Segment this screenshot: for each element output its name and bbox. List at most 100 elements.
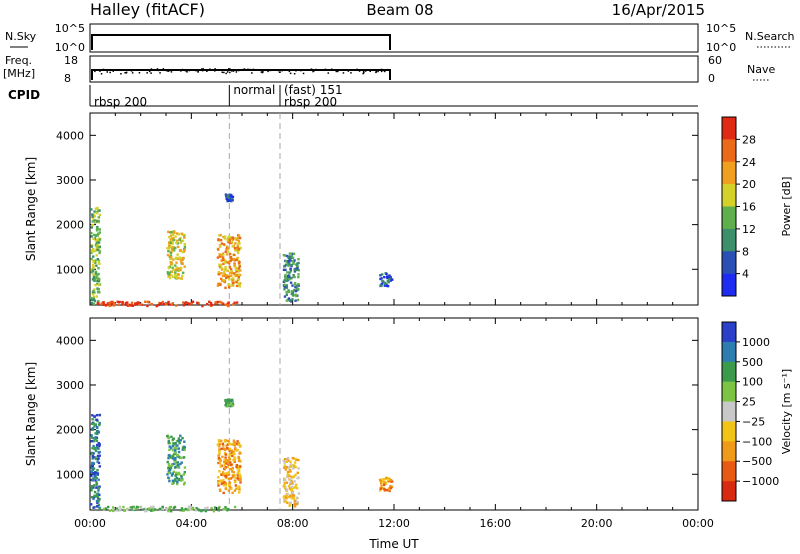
data-cell (168, 235, 171, 239)
data-cell (231, 470, 234, 473)
data-cell (176, 464, 180, 467)
data-cell (165, 507, 168, 510)
data-cell (92, 302, 96, 305)
data-cell (381, 279, 384, 283)
y-tick-label: 1000 (56, 263, 84, 276)
data-cell (287, 289, 290, 292)
data-cell (97, 209, 100, 212)
data-cell (228, 442, 231, 445)
data-cell (297, 467, 300, 470)
data-cell (293, 282, 297, 285)
data-cell (171, 240, 174, 244)
data-cell (96, 248, 99, 251)
data-cell (294, 293, 297, 296)
data-cell (93, 279, 96, 282)
x-tick-label: 00:00 (74, 517, 106, 530)
colorbar-swatch (722, 206, 736, 230)
data-cell (297, 273, 300, 276)
data-cell (223, 237, 227, 240)
data-cell (235, 476, 238, 479)
cpid-segment-label: rbsp 200 (94, 95, 147, 109)
nave-point (310, 69, 312, 71)
nave-point (199, 69, 201, 71)
data-cell (285, 458, 288, 461)
data-cell (238, 467, 241, 470)
nave-point (228, 68, 230, 70)
nave-point (214, 68, 216, 70)
data-cell (96, 447, 99, 450)
data-cell (230, 451, 234, 454)
data-cell (202, 509, 205, 512)
data-cell (209, 302, 213, 305)
data-cell (218, 266, 222, 269)
data-cell (238, 459, 241, 462)
data-cell (97, 489, 100, 492)
data-cell (97, 272, 100, 276)
data-cell (168, 453, 171, 457)
data-cell (220, 259, 223, 262)
colorbar-swatch (722, 161, 736, 185)
nave-point (124, 72, 126, 74)
nave-point (315, 68, 317, 71)
data-cell (297, 261, 300, 265)
nsky-label: N.Sky (5, 30, 37, 43)
data-cell (179, 456, 183, 460)
data-cell (95, 476, 98, 480)
data-cell (230, 399, 233, 402)
data-cell (229, 461, 232, 464)
data-cell (159, 302, 162, 305)
data-cell (171, 479, 175, 482)
data-cell (237, 240, 240, 243)
data-cell (217, 271, 220, 274)
data-cell (219, 239, 223, 242)
nsearch-tick-bottom: 10^0 (706, 41, 736, 54)
data-cell (96, 238, 99, 241)
data-cell (227, 283, 231, 286)
colorbar-tick-label: 24 (742, 156, 756, 169)
data-cell (95, 295, 98, 298)
data-cell (170, 230, 173, 234)
data-cell (228, 463, 231, 466)
data-cell (294, 473, 297, 476)
data-cell (95, 418, 99, 421)
colorbar-tick-label: −100 (742, 435, 772, 448)
data-cell (223, 459, 226, 462)
data-cell (93, 473, 96, 476)
nave-point (247, 68, 249, 70)
data-cell (385, 476, 388, 480)
data-cell (383, 483, 386, 487)
nave-point (223, 71, 225, 74)
data-cell (297, 458, 300, 462)
data-cell (94, 261, 97, 265)
data-cell (286, 279, 290, 282)
nave-point (313, 70, 315, 72)
data-cell (290, 497, 294, 500)
data-cell (217, 481, 220, 485)
data-cell (217, 439, 221, 442)
data-cell (182, 456, 185, 459)
data-cell (97, 260, 100, 264)
data-cell (171, 449, 175, 452)
data-cell (170, 270, 174, 274)
data-cell (171, 444, 174, 448)
data-cell (297, 476, 300, 479)
data-cell (289, 463, 292, 466)
data-cell (93, 237, 97, 240)
data-cell (381, 273, 384, 276)
data-cell (90, 296, 93, 300)
data-cell (218, 470, 221, 473)
colorbar-swatch (722, 184, 736, 207)
data-cell (291, 260, 294, 263)
data-cell (98, 228, 101, 231)
data-cell (182, 250, 186, 253)
data-cell (171, 263, 174, 266)
data-cell (222, 262, 225, 266)
data-cell (94, 274, 97, 278)
data-cell (226, 269, 230, 272)
nave-point (186, 71, 188, 73)
data-cell (218, 450, 221, 453)
data-cell (190, 302, 193, 305)
colorbar-swatch (722, 322, 736, 343)
data-cell (168, 448, 171, 451)
data-cell (97, 283, 101, 287)
